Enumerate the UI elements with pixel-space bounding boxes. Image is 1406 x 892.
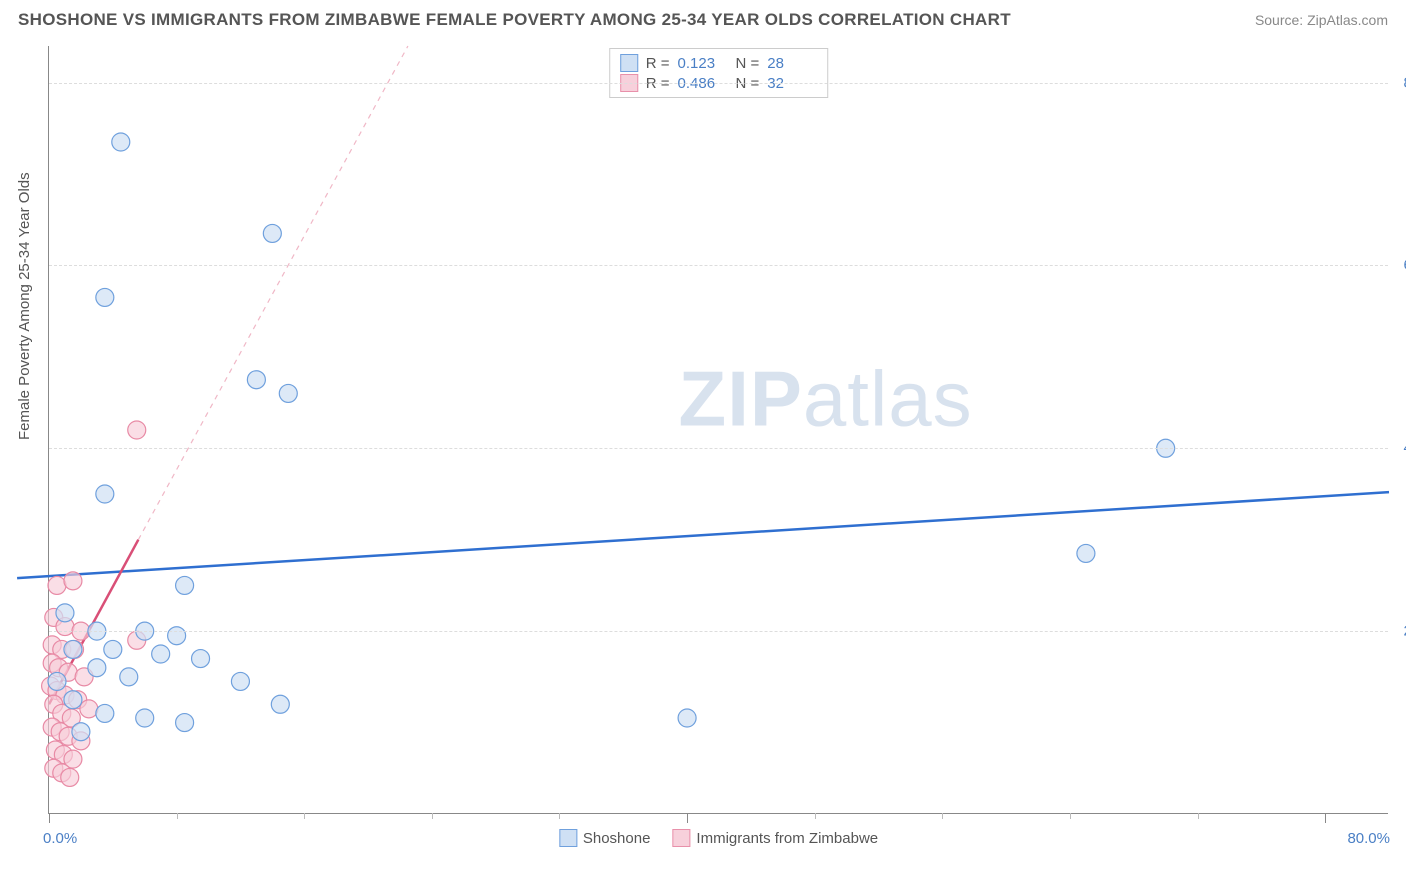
- gridline: [49, 631, 1388, 632]
- gridline: [49, 448, 1388, 449]
- x-tick: [49, 813, 50, 823]
- x-tick-label-min: 0.0%: [43, 830, 77, 847]
- data-point: [104, 640, 122, 658]
- plot-area: ZIPatlas R = 0.123 N = 28 R = 0.486 N = …: [48, 46, 1388, 814]
- x-tick-minor: [1070, 813, 1071, 819]
- data-point: [61, 768, 79, 786]
- data-point: [88, 659, 106, 677]
- data-point: [56, 604, 74, 622]
- data-point: [120, 668, 138, 686]
- data-point: [1077, 544, 1095, 562]
- data-point: [152, 645, 170, 663]
- x-tick: [1325, 813, 1326, 823]
- data-point: [48, 672, 66, 690]
- data-point: [96, 288, 114, 306]
- chart-title: SHOSHONE VS IMMIGRANTS FROM ZIMBABWE FEM…: [18, 10, 1011, 30]
- y-tick-label: 20.0%: [1396, 623, 1406, 640]
- gridline: [49, 83, 1388, 84]
- x-tick-minor: [177, 813, 178, 819]
- data-point: [64, 640, 82, 658]
- x-tick-minor: [942, 813, 943, 819]
- data-point: [192, 650, 210, 668]
- data-point: [64, 691, 82, 709]
- data-point: [168, 627, 186, 645]
- x-tick-label-max: 80.0%: [1347, 830, 1390, 847]
- data-point: [96, 485, 114, 503]
- trendline: [17, 492, 1389, 578]
- data-point: [271, 695, 289, 713]
- data-point: [80, 700, 98, 718]
- legend-item-shoshone: Shoshone: [559, 829, 651, 847]
- legend-item-zimbabwe: Immigrants from Zimbabwe: [672, 829, 878, 847]
- data-point: [72, 723, 90, 741]
- data-point: [678, 709, 696, 727]
- legend-swatch-blue: [559, 829, 577, 847]
- x-tick-minor: [304, 813, 305, 819]
- legend-series: Shoshone Immigrants from Zimbabwe: [559, 829, 878, 847]
- scatter-svg: [49, 46, 1388, 813]
- data-point: [96, 704, 114, 722]
- y-axis-label: Female Poverty Among 25-34 Year Olds: [16, 172, 33, 440]
- y-tick-label: 80.0%: [1396, 74, 1406, 91]
- data-point: [263, 224, 281, 242]
- x-tick: [687, 813, 688, 823]
- chart-source: Source: ZipAtlas.com: [1255, 12, 1388, 28]
- y-tick-label: 60.0%: [1396, 257, 1406, 274]
- gridline: [49, 265, 1388, 266]
- data-point: [48, 576, 66, 594]
- x-tick-minor: [815, 813, 816, 819]
- data-point: [231, 672, 249, 690]
- legend-swatch-pink: [672, 829, 690, 847]
- chart-header: SHOSHONE VS IMMIGRANTS FROM ZIMBABWE FEM…: [0, 0, 1406, 38]
- x-tick-minor: [432, 813, 433, 819]
- trendline: [138, 46, 408, 540]
- x-tick-minor: [559, 813, 560, 819]
- data-point: [136, 709, 154, 727]
- data-point: [112, 133, 130, 151]
- data-point: [176, 714, 194, 732]
- y-tick-label: 40.0%: [1396, 440, 1406, 457]
- data-point: [247, 371, 265, 389]
- legend-label: Shoshone: [583, 830, 651, 847]
- legend-label: Immigrants from Zimbabwe: [696, 830, 878, 847]
- data-point: [279, 384, 297, 402]
- data-point: [176, 576, 194, 594]
- x-tick-minor: [1198, 813, 1199, 819]
- data-point: [64, 572, 82, 590]
- data-point: [128, 421, 146, 439]
